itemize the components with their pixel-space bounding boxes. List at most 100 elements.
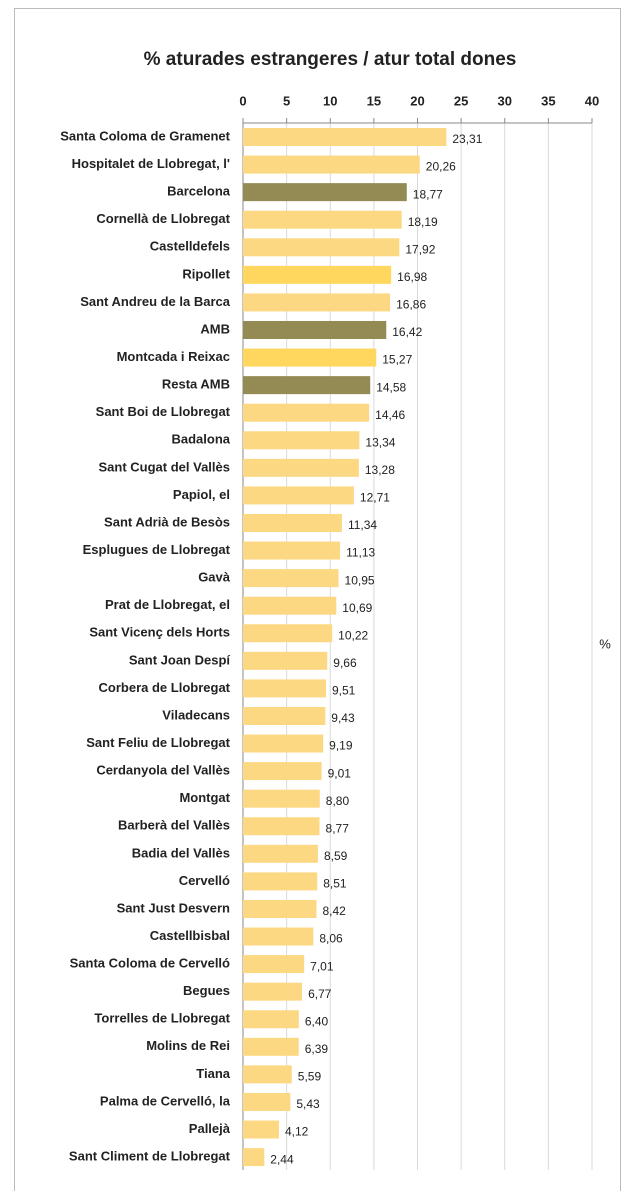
bar: [243, 265, 392, 284]
bar: [243, 210, 402, 229]
data-label: 7,01: [310, 959, 334, 973]
bar: [243, 872, 318, 891]
data-label: 12,71: [360, 491, 390, 505]
bar: [243, 844, 318, 863]
bar: [243, 762, 322, 781]
data-label: 8,59: [324, 849, 348, 863]
data-label: 18,19: [408, 215, 438, 229]
bar: [243, 1010, 299, 1029]
y-tick-label: Viladecans: [162, 707, 230, 722]
bar: [243, 486, 354, 505]
x-tick-label: 30: [498, 93, 512, 108]
y-tick-label: Barberà del Vallès: [118, 818, 230, 833]
bar: [243, 541, 341, 560]
chart-title: % aturades estrangeres / atur total done…: [144, 49, 517, 70]
y-tick-label: Molins de Rei: [146, 1038, 230, 1053]
y-tick-label: Sant Just Desvern: [117, 900, 230, 915]
data-label: 13,28: [365, 463, 395, 477]
data-label: 15,27: [382, 353, 412, 367]
data-label: 8,80: [326, 794, 350, 808]
data-label: 6,40: [305, 1014, 329, 1028]
bar: [243, 596, 337, 615]
data-label: 6,39: [305, 1042, 329, 1056]
bar: [243, 513, 342, 532]
data-label: 16,42: [392, 325, 422, 339]
y-tick-label: Sant Cugat del Vallès: [99, 459, 231, 474]
y-tick-label: Sant Joan Despí: [129, 652, 231, 667]
data-label: 23,31: [452, 132, 482, 146]
data-label: 20,26: [426, 160, 456, 174]
x-tick-label: 25: [454, 93, 468, 108]
y-tick-label: Prat de Llobregat, el: [105, 597, 230, 612]
data-label: 5,43: [296, 1097, 320, 1111]
bar: [243, 927, 314, 946]
data-label: 8,77: [326, 821, 350, 835]
bar: [243, 183, 407, 202]
bar: [243, 789, 320, 808]
bar: [243, 982, 303, 1001]
data-label: 9,43: [331, 711, 355, 725]
y-tick-label: Corbera de Llobregat: [99, 680, 231, 695]
bar: [243, 376, 371, 395]
y-tick-label: Pallejà: [189, 1121, 231, 1136]
bar: [243, 293, 391, 312]
y-tick-label: AMB: [200, 321, 230, 336]
data-label: 4,12: [285, 1125, 309, 1139]
y-tick-label: Santa Coloma de Gramenet: [60, 128, 230, 143]
unit-label: %: [599, 636, 611, 651]
bar: [243, 899, 317, 918]
data-label: 2,44: [270, 1152, 294, 1166]
bar: [243, 238, 400, 257]
bar: [243, 1037, 299, 1056]
y-tick-label: Sant Feliu de Llobregat: [86, 735, 230, 750]
data-label: 9,51: [332, 684, 356, 698]
data-label: 8,06: [319, 932, 343, 946]
x-tick-label: 40: [585, 93, 599, 108]
y-tick-label: Castellbisbal: [150, 928, 230, 943]
data-label: 8,42: [322, 904, 346, 918]
data-label: 9,66: [333, 656, 357, 670]
y-tick-label: Castelldefels: [150, 239, 230, 254]
data-label: 14,46: [375, 408, 405, 422]
y-tick-label: Esplugues de Llobregat: [83, 542, 231, 557]
bar: [243, 817, 320, 836]
y-tick-label: Papiol, el: [173, 487, 230, 502]
data-label: 5,59: [298, 1070, 322, 1084]
data-label: 11,13: [346, 546, 375, 560]
y-tick-label: Sant Andreu de la Barca: [80, 294, 231, 309]
data-label: 8,51: [323, 877, 347, 891]
data-label: 10,69: [342, 601, 372, 615]
bar: [243, 431, 360, 450]
y-tick-label: Montcada i Reixac: [117, 349, 230, 364]
data-label: 18,77: [413, 187, 443, 201]
y-tick-label: Begues: [183, 983, 230, 998]
y-tick-label: Badalona: [171, 432, 230, 447]
bar: [243, 320, 387, 339]
x-tick-label: 20: [410, 93, 424, 108]
y-tick-label: Gavà: [198, 570, 231, 585]
data-label: 11,34: [348, 518, 377, 532]
bar: [243, 955, 305, 974]
data-label: 17,92: [405, 242, 435, 256]
data-label: 9,19: [329, 739, 353, 753]
data-label: 16,86: [396, 298, 426, 312]
x-tick-label: 5: [283, 93, 290, 108]
data-label: 6,77: [308, 987, 332, 1001]
y-tick-label: Tiana: [196, 1066, 230, 1081]
bar: [243, 1065, 292, 1084]
y-tick-label: Torrelles de Llobregat: [94, 1011, 230, 1026]
bar: [243, 569, 339, 588]
y-tick-label: Cerdanyola del Vallès: [96, 763, 230, 778]
bar: [243, 1120, 279, 1139]
y-tick-label: Sant Adrià de Besòs: [104, 514, 230, 529]
y-tick-label: Sant Climent de Llobregat: [69, 1149, 231, 1164]
data-label: 16,98: [397, 270, 427, 284]
y-tick-label: Resta AMB: [162, 377, 230, 392]
bar: [243, 403, 370, 422]
y-tick-label: Sant Vicenç dels Horts: [89, 625, 230, 640]
data-label: 10,95: [345, 573, 375, 587]
bar: [243, 734, 324, 753]
bar: [243, 458, 359, 477]
